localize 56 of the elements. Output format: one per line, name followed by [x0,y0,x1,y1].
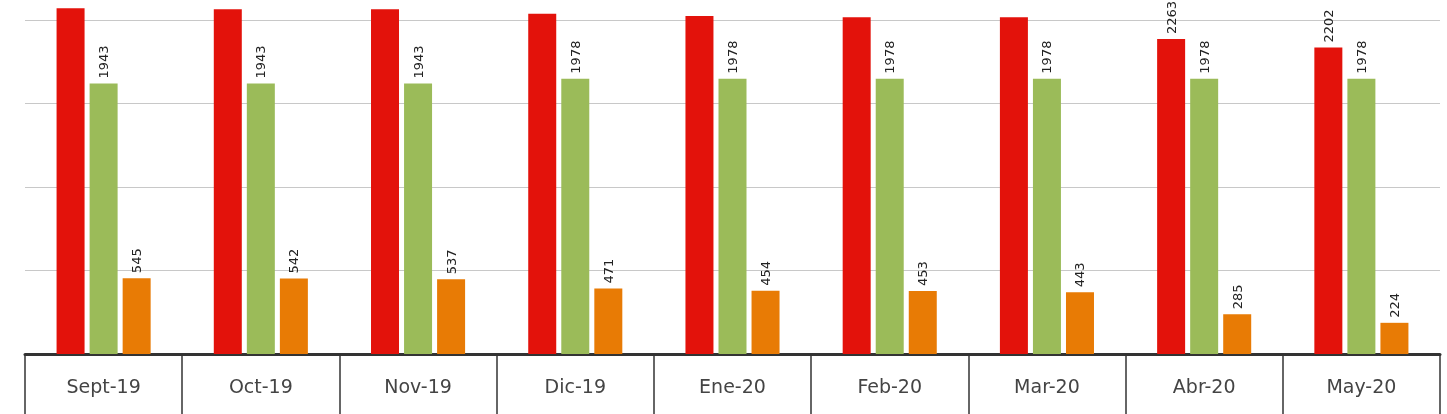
data-label: 1978 [1039,40,1055,74]
data-label: 1978 [567,40,583,74]
bar [213,9,242,354]
bar [751,290,780,354]
x-tick-label: Sept-19 [66,374,141,397]
bar [875,78,904,354]
bar [1314,47,1343,354]
bar [1223,314,1252,354]
x-tick-label: Mar-20 [1014,374,1080,397]
bar [1065,292,1094,354]
bar [1347,78,1376,354]
data-label: 1943 [410,45,426,79]
data-label: 1943 [96,45,112,79]
x-tick-label: Ene-20 [699,374,766,397]
bar [122,278,151,354]
bar [842,17,871,354]
bar [279,278,308,354]
bar [908,290,937,354]
data-label: 443 [1072,262,1088,288]
data-label: 471 [600,258,616,284]
data-label: 1978 [1353,40,1369,74]
x-tick-label: Dic-19 [544,374,606,397]
data-label: 542 [286,248,302,274]
bar [561,78,590,354]
bar [1157,38,1186,354]
data-label: 1978 [725,40,740,74]
data-label: 2202 [1320,9,1336,43]
x-tick-label: May-20 [1326,374,1397,397]
data-label: 1978 [1196,40,1212,74]
bar [56,8,85,354]
data-label: 1978 [882,40,898,74]
bar [404,83,433,354]
bar [528,13,557,354]
bar [437,279,466,354]
bar [999,17,1028,354]
bar [1380,322,1409,354]
bar [1032,78,1061,354]
data-label: 545 [129,248,145,274]
data-label: 1943 [253,45,269,79]
data-label: 453 [915,261,931,286]
bar [718,78,747,354]
bar [685,16,714,354]
x-tick-label: Abr-20 [1172,374,1236,397]
data-label: 2263 [1163,0,1179,34]
x-tick-label: Nov-19 [384,374,452,397]
x-tick-label: Feb-20 [857,374,923,397]
data-label: 537 [443,249,459,275]
data-label: 224 [1386,292,1402,318]
bar [371,9,400,354]
data-label: 454 [758,260,774,286]
x-tick-label: Oct-19 [228,374,293,397]
bar [594,288,623,354]
data-label: 285 [1229,284,1245,310]
bar [1190,78,1219,354]
bar [89,83,118,354]
bar [246,83,275,354]
